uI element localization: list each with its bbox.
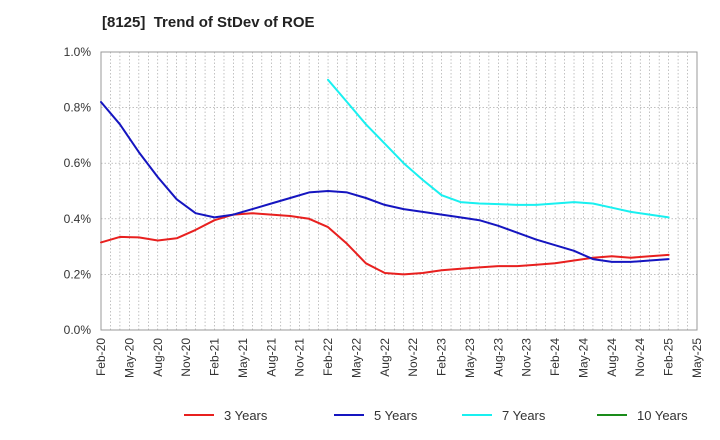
x-tick-label: May-23 [463,338,477,378]
y-tick-label: 0.8% [64,101,92,115]
x-tick-label: Aug-24 [605,338,619,377]
legend-label: 10 Years [637,408,688,423]
x-tick-label: May-24 [576,338,590,378]
series-line [100,212,670,276]
y-tick-label: 0.6% [64,156,92,170]
x-tick-label: Feb-20 [94,338,108,376]
y-tick-label: 0.2% [64,267,92,281]
x-tick-label: Feb-21 [208,338,222,376]
x-tick-label: Nov-20 [179,338,193,377]
x-tick-label: Feb-24 [548,338,562,376]
x-tick-label: Nov-23 [520,338,534,377]
x-tick-label: May-21 [236,338,250,378]
x-tick-label: Aug-20 [151,338,165,377]
x-tick-label: Feb-22 [321,338,335,376]
legend-label: 7 Years [502,408,546,423]
x-tick-label: May-25 [690,338,704,378]
chart-title: [8125] Trend of StDev of ROE [102,14,315,31]
x-tick-label: Nov-24 [633,338,647,377]
series-line [100,101,670,263]
axes: 0.0% 0.2% 0.4% 0.6% 0.8% 1.0% Feb-20 May-20 Aug-… [64,45,704,378]
y-tick-label: 1.0% [64,45,92,59]
y-tick-label: 0.0% [64,323,92,337]
x-tick-label: Feb-23 [435,338,449,376]
x-tick-label: Aug-21 [264,338,278,377]
x-tick-label: Nov-22 [406,338,420,377]
y-tick-label: 0.4% [64,212,92,226]
legend-label: 3 Years [224,408,268,423]
legend: 3 Years 5 Years 7 Years 10 Years [184,408,688,423]
plot-frame [100,51,698,331]
x-tick-label: Nov-21 [293,338,307,377]
legend-label: 5 Years [374,408,418,423]
x-tick-label: Feb-25 [662,338,676,376]
x-tick-label: Aug-23 [491,338,505,377]
x-tick-label: May-20 [122,338,136,378]
series-line [327,78,670,219]
x-tick-label: Aug-22 [378,338,392,377]
series-lines [100,78,670,276]
x-tick-label: May-22 [349,338,363,378]
grid [101,52,697,330]
